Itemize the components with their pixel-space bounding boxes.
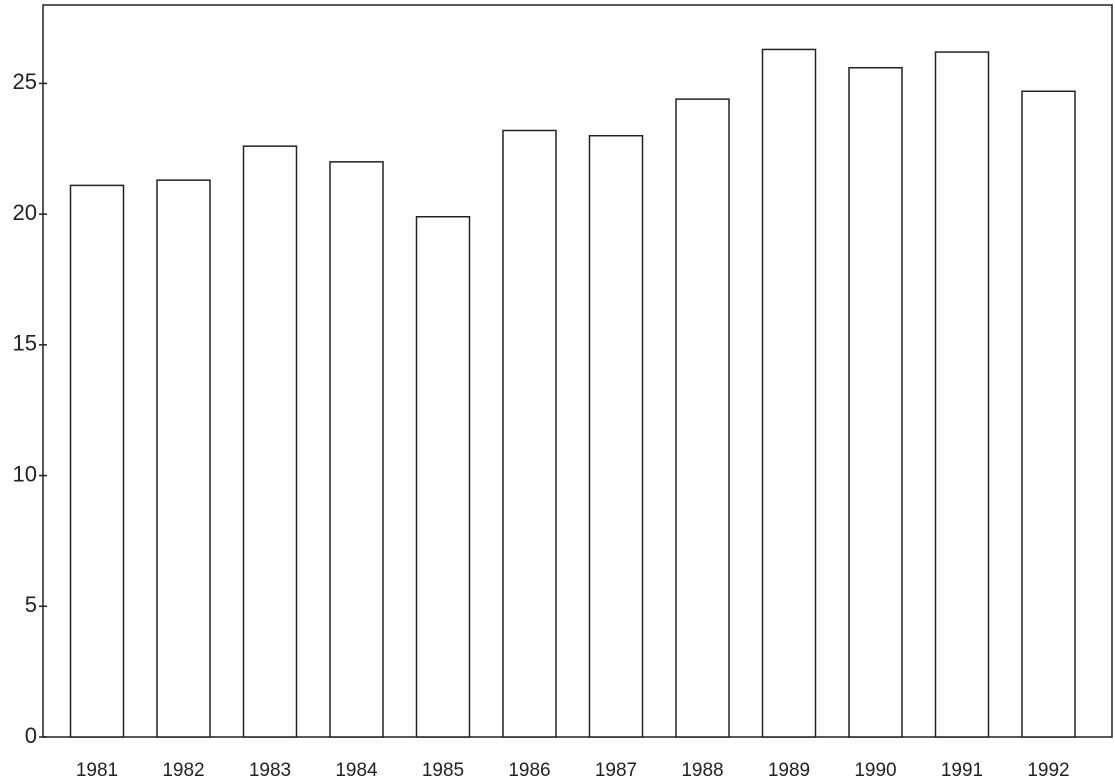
bar bbox=[329, 161, 384, 738]
bar bbox=[761, 48, 817, 738]
x-tick-label: 1981 bbox=[76, 760, 118, 780]
x-tick-label: 1982 bbox=[162, 760, 204, 780]
plot-frame bbox=[42, 4, 1113, 738]
bar bbox=[588, 134, 644, 738]
bar bbox=[415, 216, 471, 738]
bar bbox=[1021, 90, 1076, 738]
bar bbox=[156, 179, 211, 738]
y-tick-label: 10 bbox=[13, 461, 37, 486]
y-tick-label: 15 bbox=[13, 331, 37, 356]
bar bbox=[242, 145, 298, 738]
x-tick-label: 1992 bbox=[1027, 760, 1069, 780]
bar bbox=[502, 129, 557, 738]
x-tick-label: 1987 bbox=[595, 760, 637, 780]
x-tick-label: 1984 bbox=[335, 760, 378, 780]
x-tick-label: 1986 bbox=[508, 760, 550, 780]
y-tick-label: 20 bbox=[13, 200, 37, 225]
y-tick-label: 5 bbox=[25, 592, 37, 617]
x-tick-label: 1991 bbox=[941, 760, 983, 780]
y-tick-label: 25 bbox=[13, 69, 37, 94]
bar bbox=[934, 51, 990, 738]
x-tick-label: 1989 bbox=[768, 760, 810, 780]
bar bbox=[675, 98, 730, 738]
x-tick-label: 1990 bbox=[854, 760, 896, 780]
x-tick-label: 1985 bbox=[422, 760, 464, 780]
y-tick-label: 0 bbox=[25, 723, 37, 748]
bar bbox=[848, 66, 903, 738]
x-tick-label: 1988 bbox=[681, 760, 723, 780]
x-tick-label: 1983 bbox=[249, 760, 291, 780]
bar bbox=[69, 184, 125, 738]
